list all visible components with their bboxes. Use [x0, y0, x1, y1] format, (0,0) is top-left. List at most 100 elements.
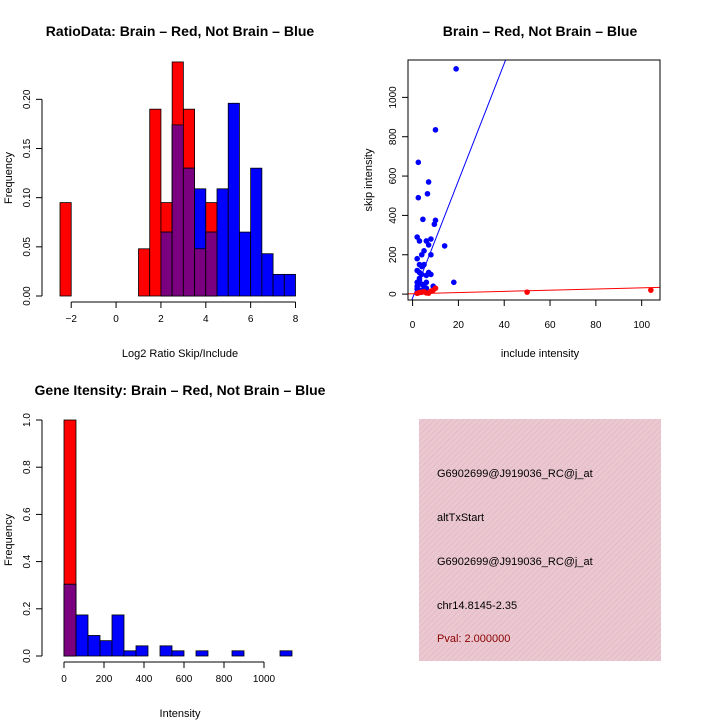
- ratio-histogram-y-tick-label: 0.00: [22, 286, 33, 306]
- intensity-scatter-points: [414, 66, 654, 297]
- ratio-histogram-bar-not-brain: [272, 273, 285, 297]
- intensity-scatter-point-brain: [524, 289, 530, 295]
- ratio-histogram-ylabel: Frequency: [3, 152, 15, 204]
- intensity-histogram-bar-overlap: [63, 583, 77, 657]
- intensity-scatter-fit-line-blue: [411, 60, 507, 300]
- intensity-scatter-ylabel: skip intensity: [363, 148, 375, 211]
- pval-text: Pval: 2.000000: [437, 633, 510, 645]
- intensity-histogram-x-tick-label: 400: [136, 674, 153, 685]
- intensity-scatter-point-not-brain: [432, 127, 439, 133]
- intensity-scatter-title: Brain – Red, Not Brain – Blue: [443, 23, 638, 39]
- ratio-histogram-x-tick-label: 0: [113, 314, 119, 325]
- intensity-scatter-y-tick-label: 400: [388, 207, 399, 224]
- intensity-histogram-title: Gene Itensity: Brain – Red, Not Brain – …: [35, 382, 326, 398]
- ratio-histogram-x-tick-label: 8: [293, 314, 299, 325]
- ratio-histogram-x-tick-label: 2: [158, 314, 164, 325]
- ratio-histogram-x-tick-label: 6: [248, 314, 254, 325]
- ratio-histogram-bar-not-brain: [250, 167, 263, 297]
- intensity-scatter-point-not-brain: [423, 279, 430, 286]
- intensity-scatter-point-not-brain: [453, 66, 459, 72]
- intensity-scatter-y-tick-label: 200: [388, 246, 399, 263]
- intensity-scatter-point-not-brain: [416, 238, 423, 244]
- intensity-scatter-point-not-brain: [425, 179, 432, 185]
- ratio-histogram-xlabel: Log2 Ratio Skip/Include: [122, 348, 238, 360]
- intensity-histogram-bar-not-brain: [123, 650, 137, 657]
- probe-id-text: G6902699@J919036_RC@j_at: [437, 468, 593, 480]
- intensity-histogram-x-tick-label: 200: [96, 674, 113, 685]
- intensity-scatter-point-not-brain: [420, 216, 426, 223]
- ratio-histogram-x-tick-label: 4: [203, 314, 209, 325]
- intensity-histogram-y-tick-label: 0.0: [22, 649, 33, 663]
- ratio-histogram-x-tick-label: −2: [66, 314, 78, 325]
- intensity-histogram-bar-not-brain: [279, 650, 293, 657]
- intensity-scatter-point-not-brain: [415, 194, 422, 201]
- ratio-histogram-y-tick-label: 0.15: [22, 138, 33, 158]
- intensity-histogram-bar-not-brain: [159, 645, 173, 657]
- intensity-histogram-bar-not-brain: [99, 640, 113, 657]
- ratio-histogram-bar-overlap: [182, 167, 195, 297]
- ratio-histogram-y-tick-label: 0.10: [22, 187, 33, 207]
- intensity-histogram-bar-not-brain: [171, 650, 185, 657]
- intensity-histogram-y-tick-label: 0.4: [22, 554, 33, 568]
- intensity-scatter-x-tick-label: 100: [633, 320, 650, 331]
- intensity-scatter-x-tick-label: 80: [590, 320, 602, 331]
- intensity-histogram-x-tick-label: 0: [61, 674, 67, 685]
- intensity-histogram-y-tick-label: 0.8: [22, 460, 33, 474]
- intensity-scatter-point-brain: [418, 289, 425, 295]
- intensity-scatter-x-tick-label: 20: [453, 320, 465, 331]
- intensity-scatter-x-tick-label: 40: [499, 320, 511, 331]
- intensity-scatter-y-tick-label: 0: [388, 291, 399, 297]
- intensity-scatter-x-tick-label: 0: [410, 320, 416, 331]
- ratio-histogram-bar-overlap: [194, 248, 207, 297]
- intensity-histogram-x-axis: 0 200 400 600 800 1000: [61, 661, 276, 685]
- probe-id-text-2: G6902699@J919036_RC@j_at: [437, 556, 593, 568]
- intensity-histogram-bar-not-brain: [195, 650, 209, 657]
- ratio-histogram-bar-overlap: [160, 231, 173, 297]
- ratio-histogram-bar-not-brain: [261, 253, 274, 297]
- intensity-scatter-y-tick-label: 800: [388, 128, 399, 145]
- intensity-scatter-xlabel: include intensity: [501, 348, 580, 360]
- intensity-histogram-y-axis: 0.0 0.2 0.4 0.6 0.8 1.0: [22, 413, 43, 663]
- intensity-histogram-panel: Gene Itensity: Brain – Red, Not Brain – …: [3, 382, 326, 720]
- info-panel: G6902699@J919036_RC@j_at altTxStart G690…: [419, 419, 661, 661]
- intensity-scatter-y-tick-label: 600: [388, 167, 399, 184]
- intensity-scatter-plot-box: [407, 59, 661, 301]
- intensity-scatter-point-not-brain: [451, 279, 457, 286]
- ratio-histogram-bar-overlap: [205, 231, 218, 297]
- intensity-scatter-point-not-brain: [414, 255, 420, 262]
- intensity-scatter-point-not-brain: [425, 242, 432, 248]
- intensity-histogram-x-tick-label: 600: [176, 674, 193, 685]
- intensity-scatter-point-not-brain: [441, 243, 448, 249]
- intensity-scatter-point-not-brain: [416, 277, 423, 284]
- intensity-scatter-fit-lines: [408, 60, 660, 300]
- intensity-histogram-y-tick-label: 0.6: [22, 507, 33, 521]
- intensity-scatter-x-tick-label: 60: [544, 320, 556, 331]
- intensity-scatter-point-not-brain: [415, 159, 422, 166]
- ratio-histogram-bars: [59, 61, 296, 297]
- ratio-histogram-bar-not-brain: [283, 273, 296, 297]
- intensity-scatter-point-not-brain: [428, 271, 434, 278]
- ratio-histogram-y-tick-label: 0.05: [22, 237, 33, 257]
- ratio-histogram-title: RatioData: Brain – Red, Not Brain – Blue: [46, 23, 315, 39]
- intensity-scatter-x-axis: 0 20 40 60 80 100: [410, 300, 650, 331]
- intensity-scatter-point-not-brain: [428, 236, 434, 242]
- intensity-histogram-y-tick-label: 1.0: [22, 413, 33, 427]
- intensity-scatter-fit-line-red: [408, 286, 660, 295]
- ratio-histogram-bar-brain: [149, 108, 162, 297]
- intensity-histogram-xlabel: Intensity: [160, 708, 201, 720]
- intensity-histogram-bar-not-brain: [87, 635, 101, 657]
- intensity-scatter-point-not-brain: [418, 251, 425, 258]
- intensity-histogram-bar-not-brain: [111, 614, 125, 657]
- intensity-histogram-bars: [63, 419, 293, 657]
- ratio-histogram-y-tick-label: 0.20: [22, 89, 33, 109]
- intensity-scatter-point-not-brain: [431, 221, 438, 228]
- intensity-scatter-point-brain: [432, 285, 439, 291]
- intensity-histogram-bar-not-brain: [135, 645, 149, 657]
- intensity-histogram-y-tick-label: 0.2: [22, 601, 33, 615]
- intensity-scatter-point-not-brain: [418, 263, 425, 270]
- ratio-histogram-bar-brain: [59, 202, 72, 297]
- ratio-histogram-panel: RatioData: Brain – Red, Not Brain – Blue…: [3, 23, 314, 360]
- ratio-histogram-bar-not-brain: [216, 188, 229, 297]
- intensity-histogram-x-tick-label: 1000: [253, 674, 276, 685]
